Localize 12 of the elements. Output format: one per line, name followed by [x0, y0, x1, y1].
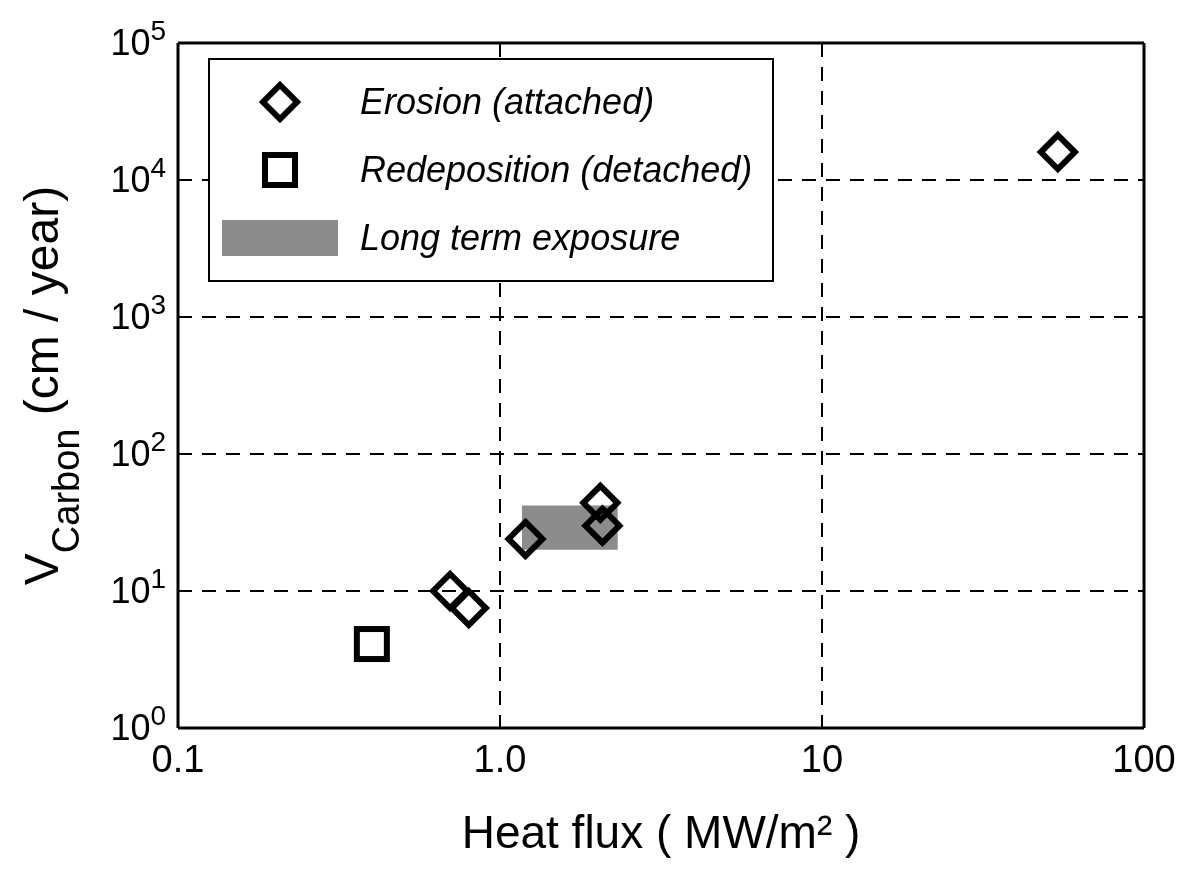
y-tick-label: 10$^{5}$	[110, 14, 166, 63]
x-tick-label: 10	[800, 738, 844, 780]
x-axis-title: Heat flux ( MW/m² )	[461, 806, 861, 858]
y-tick-label: 10$^{2}$	[110, 425, 166, 474]
y-tick-label: 10$^{4}$	[110, 151, 166, 200]
legend-label: Erosion (attached)	[360, 81, 655, 123]
x-tick-label: 1.0	[473, 738, 527, 780]
x-tick-label: 100	[1112, 738, 1176, 780]
legend-label: Redeposition (detached)	[360, 149, 753, 191]
y-tick-label: 10$^{1}$	[110, 562, 166, 611]
y-tick-label: 10$^{3}$	[110, 288, 166, 337]
legend-label: Long term exposure	[360, 217, 681, 259]
